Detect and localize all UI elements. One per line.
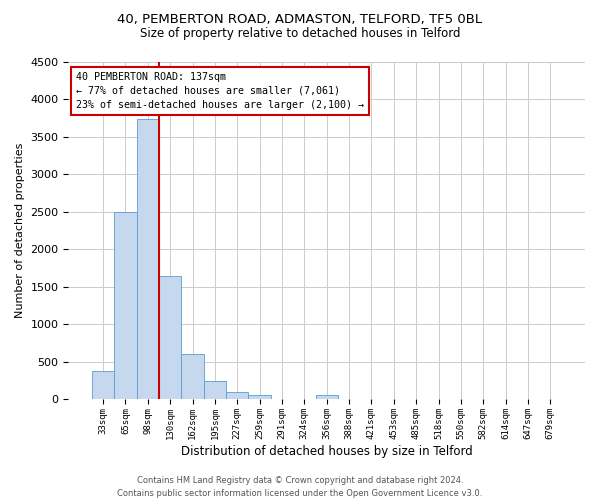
Text: Contains HM Land Registry data © Crown copyright and database right 2024.
Contai: Contains HM Land Registry data © Crown c… [118, 476, 482, 498]
Bar [248, 394, 271, 399]
Text: 40, PEMBERTON ROAD, ADMASTON, TELFORD, TF5 0BL: 40, PEMBERTON ROAD, ADMASTON, TELFORD, T… [118, 12, 482, 26]
Bar [92, 370, 114, 399]
X-axis label: Distribution of detached houses by size in Telford: Distribution of detached houses by size … [181, 444, 473, 458]
Bar [226, 392, 248, 399]
Bar [181, 354, 204, 399]
Bar [159, 276, 181, 399]
Y-axis label: Number of detached properties: Number of detached properties [15, 142, 25, 318]
Text: Size of property relative to detached houses in Telford: Size of property relative to detached ho… [140, 28, 460, 40]
Text: 40 PEMBERTON ROAD: 137sqm
← 77% of detached houses are smaller (7,061)
23% of se: 40 PEMBERTON ROAD: 137sqm ← 77% of detac… [76, 72, 364, 110]
Bar [137, 118, 159, 399]
Bar [316, 395, 338, 399]
Bar [204, 380, 226, 399]
Bar [114, 212, 137, 399]
